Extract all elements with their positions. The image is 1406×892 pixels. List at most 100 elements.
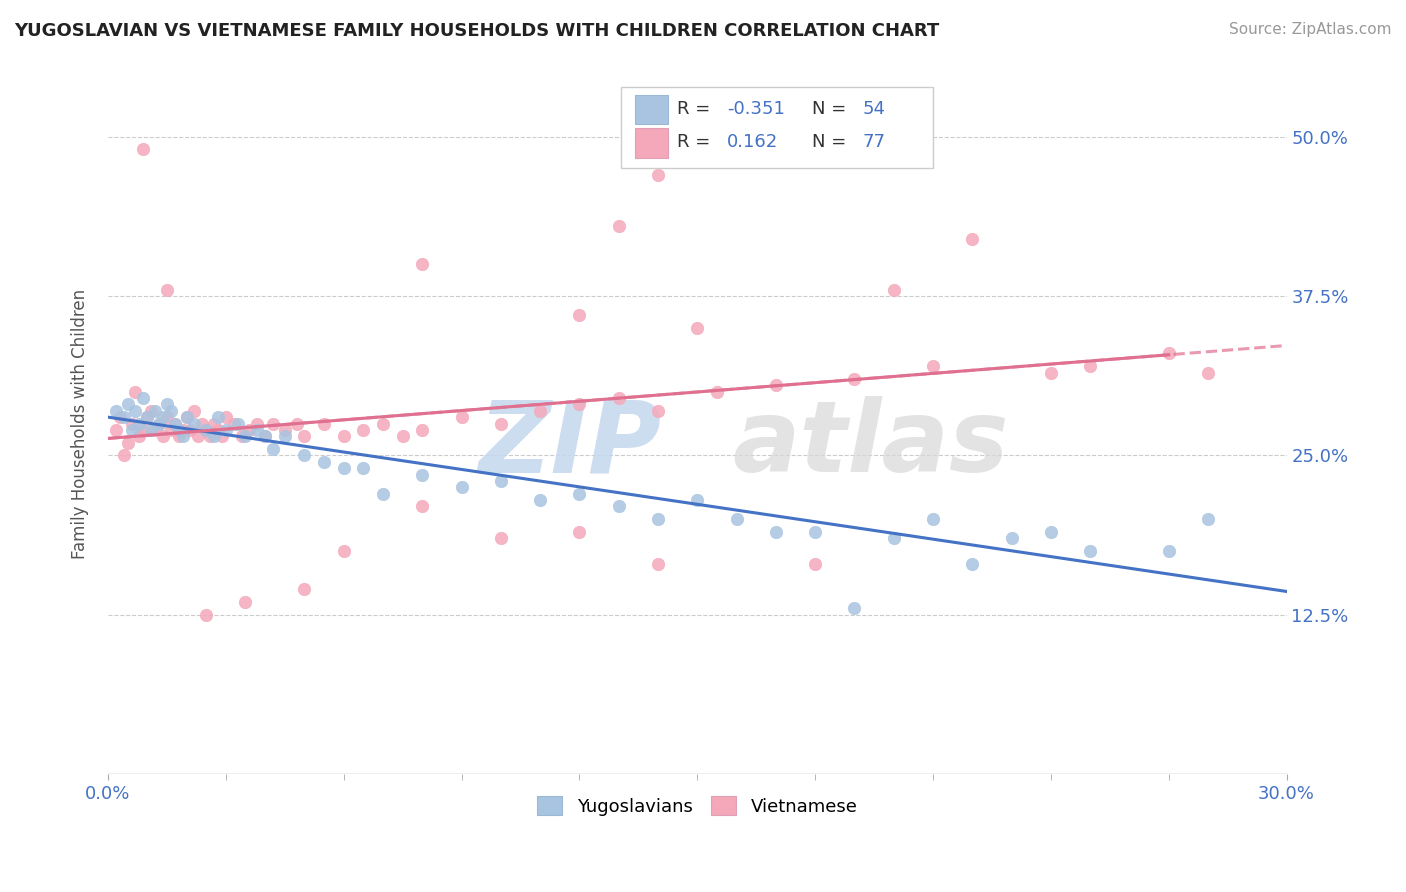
- Point: [172, 423, 194, 437]
- Point: [765, 524, 787, 539]
- Point: [804, 557, 827, 571]
- Point: [117, 397, 139, 411]
- Point: [922, 512, 945, 526]
- Point: [108, 410, 131, 425]
- Point: [112, 449, 135, 463]
- Point: [207, 423, 229, 437]
- Point: [226, 417, 249, 431]
- Point: [765, 378, 787, 392]
- Point: [489, 417, 512, 431]
- FancyBboxPatch shape: [620, 87, 934, 168]
- Point: [179, 423, 201, 437]
- Point: [607, 219, 630, 233]
- Text: YUGOSLAVIAN VS VIETNAMESE FAMILY HOUSEHOLDS WITH CHILDREN CORRELATION CHART: YUGOSLAVIAN VS VIETNAMESE FAMILY HOUSEHO…: [14, 22, 939, 40]
- Point: [647, 512, 669, 526]
- Point: [215, 410, 238, 425]
- Point: [922, 359, 945, 374]
- Point: [136, 410, 159, 425]
- Point: [647, 404, 669, 418]
- Point: [285, 417, 308, 431]
- Point: [141, 423, 163, 437]
- Point: [1000, 531, 1022, 545]
- Point: [686, 493, 709, 508]
- Point: [262, 417, 284, 431]
- Point: [152, 429, 174, 443]
- Point: [167, 429, 190, 443]
- Point: [124, 404, 146, 418]
- Point: [167, 423, 190, 437]
- Point: [187, 429, 209, 443]
- Point: [883, 283, 905, 297]
- Point: [647, 168, 669, 182]
- Point: [148, 417, 170, 431]
- Point: [725, 512, 748, 526]
- Point: [352, 423, 374, 437]
- Point: [274, 429, 297, 443]
- Point: [235, 595, 257, 609]
- Point: [607, 391, 630, 405]
- Point: [195, 607, 218, 622]
- Point: [128, 429, 150, 443]
- Point: [202, 429, 225, 443]
- Point: [117, 435, 139, 450]
- Point: [183, 404, 205, 418]
- Point: [568, 486, 591, 500]
- Point: [156, 410, 179, 425]
- Point: [132, 391, 155, 405]
- Y-axis label: Family Households with Children: Family Households with Children: [72, 288, 89, 558]
- Point: [568, 524, 591, 539]
- Point: [686, 321, 709, 335]
- FancyBboxPatch shape: [636, 128, 668, 158]
- Point: [274, 423, 297, 437]
- Point: [294, 429, 316, 443]
- Point: [844, 601, 866, 615]
- Point: [163, 417, 186, 431]
- Text: 77: 77: [862, 134, 886, 152]
- Text: N =: N =: [811, 100, 852, 118]
- Point: [371, 417, 394, 431]
- Point: [844, 372, 866, 386]
- Point: [195, 423, 218, 437]
- Point: [352, 461, 374, 475]
- Text: ZIP: ZIP: [479, 396, 662, 493]
- Point: [529, 493, 551, 508]
- Text: R =: R =: [678, 134, 723, 152]
- Point: [294, 449, 316, 463]
- Point: [411, 257, 433, 271]
- Point: [312, 417, 335, 431]
- Point: [183, 417, 205, 431]
- Point: [124, 384, 146, 399]
- Point: [198, 429, 221, 443]
- Point: [156, 397, 179, 411]
- Point: [1157, 544, 1180, 558]
- Point: [1197, 366, 1219, 380]
- Point: [332, 461, 354, 475]
- Point: [128, 417, 150, 431]
- Point: [121, 417, 143, 431]
- Point: [176, 410, 198, 425]
- Point: [104, 404, 127, 418]
- Point: [411, 467, 433, 482]
- Point: [1039, 366, 1062, 380]
- Point: [1078, 359, 1101, 374]
- Point: [143, 404, 166, 418]
- Point: [156, 283, 179, 297]
- Point: [104, 423, 127, 437]
- Point: [132, 143, 155, 157]
- Point: [121, 423, 143, 437]
- Text: atlas: atlas: [733, 396, 1010, 493]
- Point: [235, 429, 257, 443]
- Point: [411, 423, 433, 437]
- Point: [136, 410, 159, 425]
- Point: [411, 500, 433, 514]
- Point: [489, 474, 512, 488]
- Point: [391, 429, 413, 443]
- FancyBboxPatch shape: [636, 95, 668, 124]
- Point: [489, 531, 512, 545]
- Point: [1039, 524, 1062, 539]
- Point: [160, 423, 183, 437]
- Point: [163, 417, 186, 431]
- Point: [450, 410, 472, 425]
- Point: [804, 524, 827, 539]
- Text: 54: 54: [862, 100, 886, 118]
